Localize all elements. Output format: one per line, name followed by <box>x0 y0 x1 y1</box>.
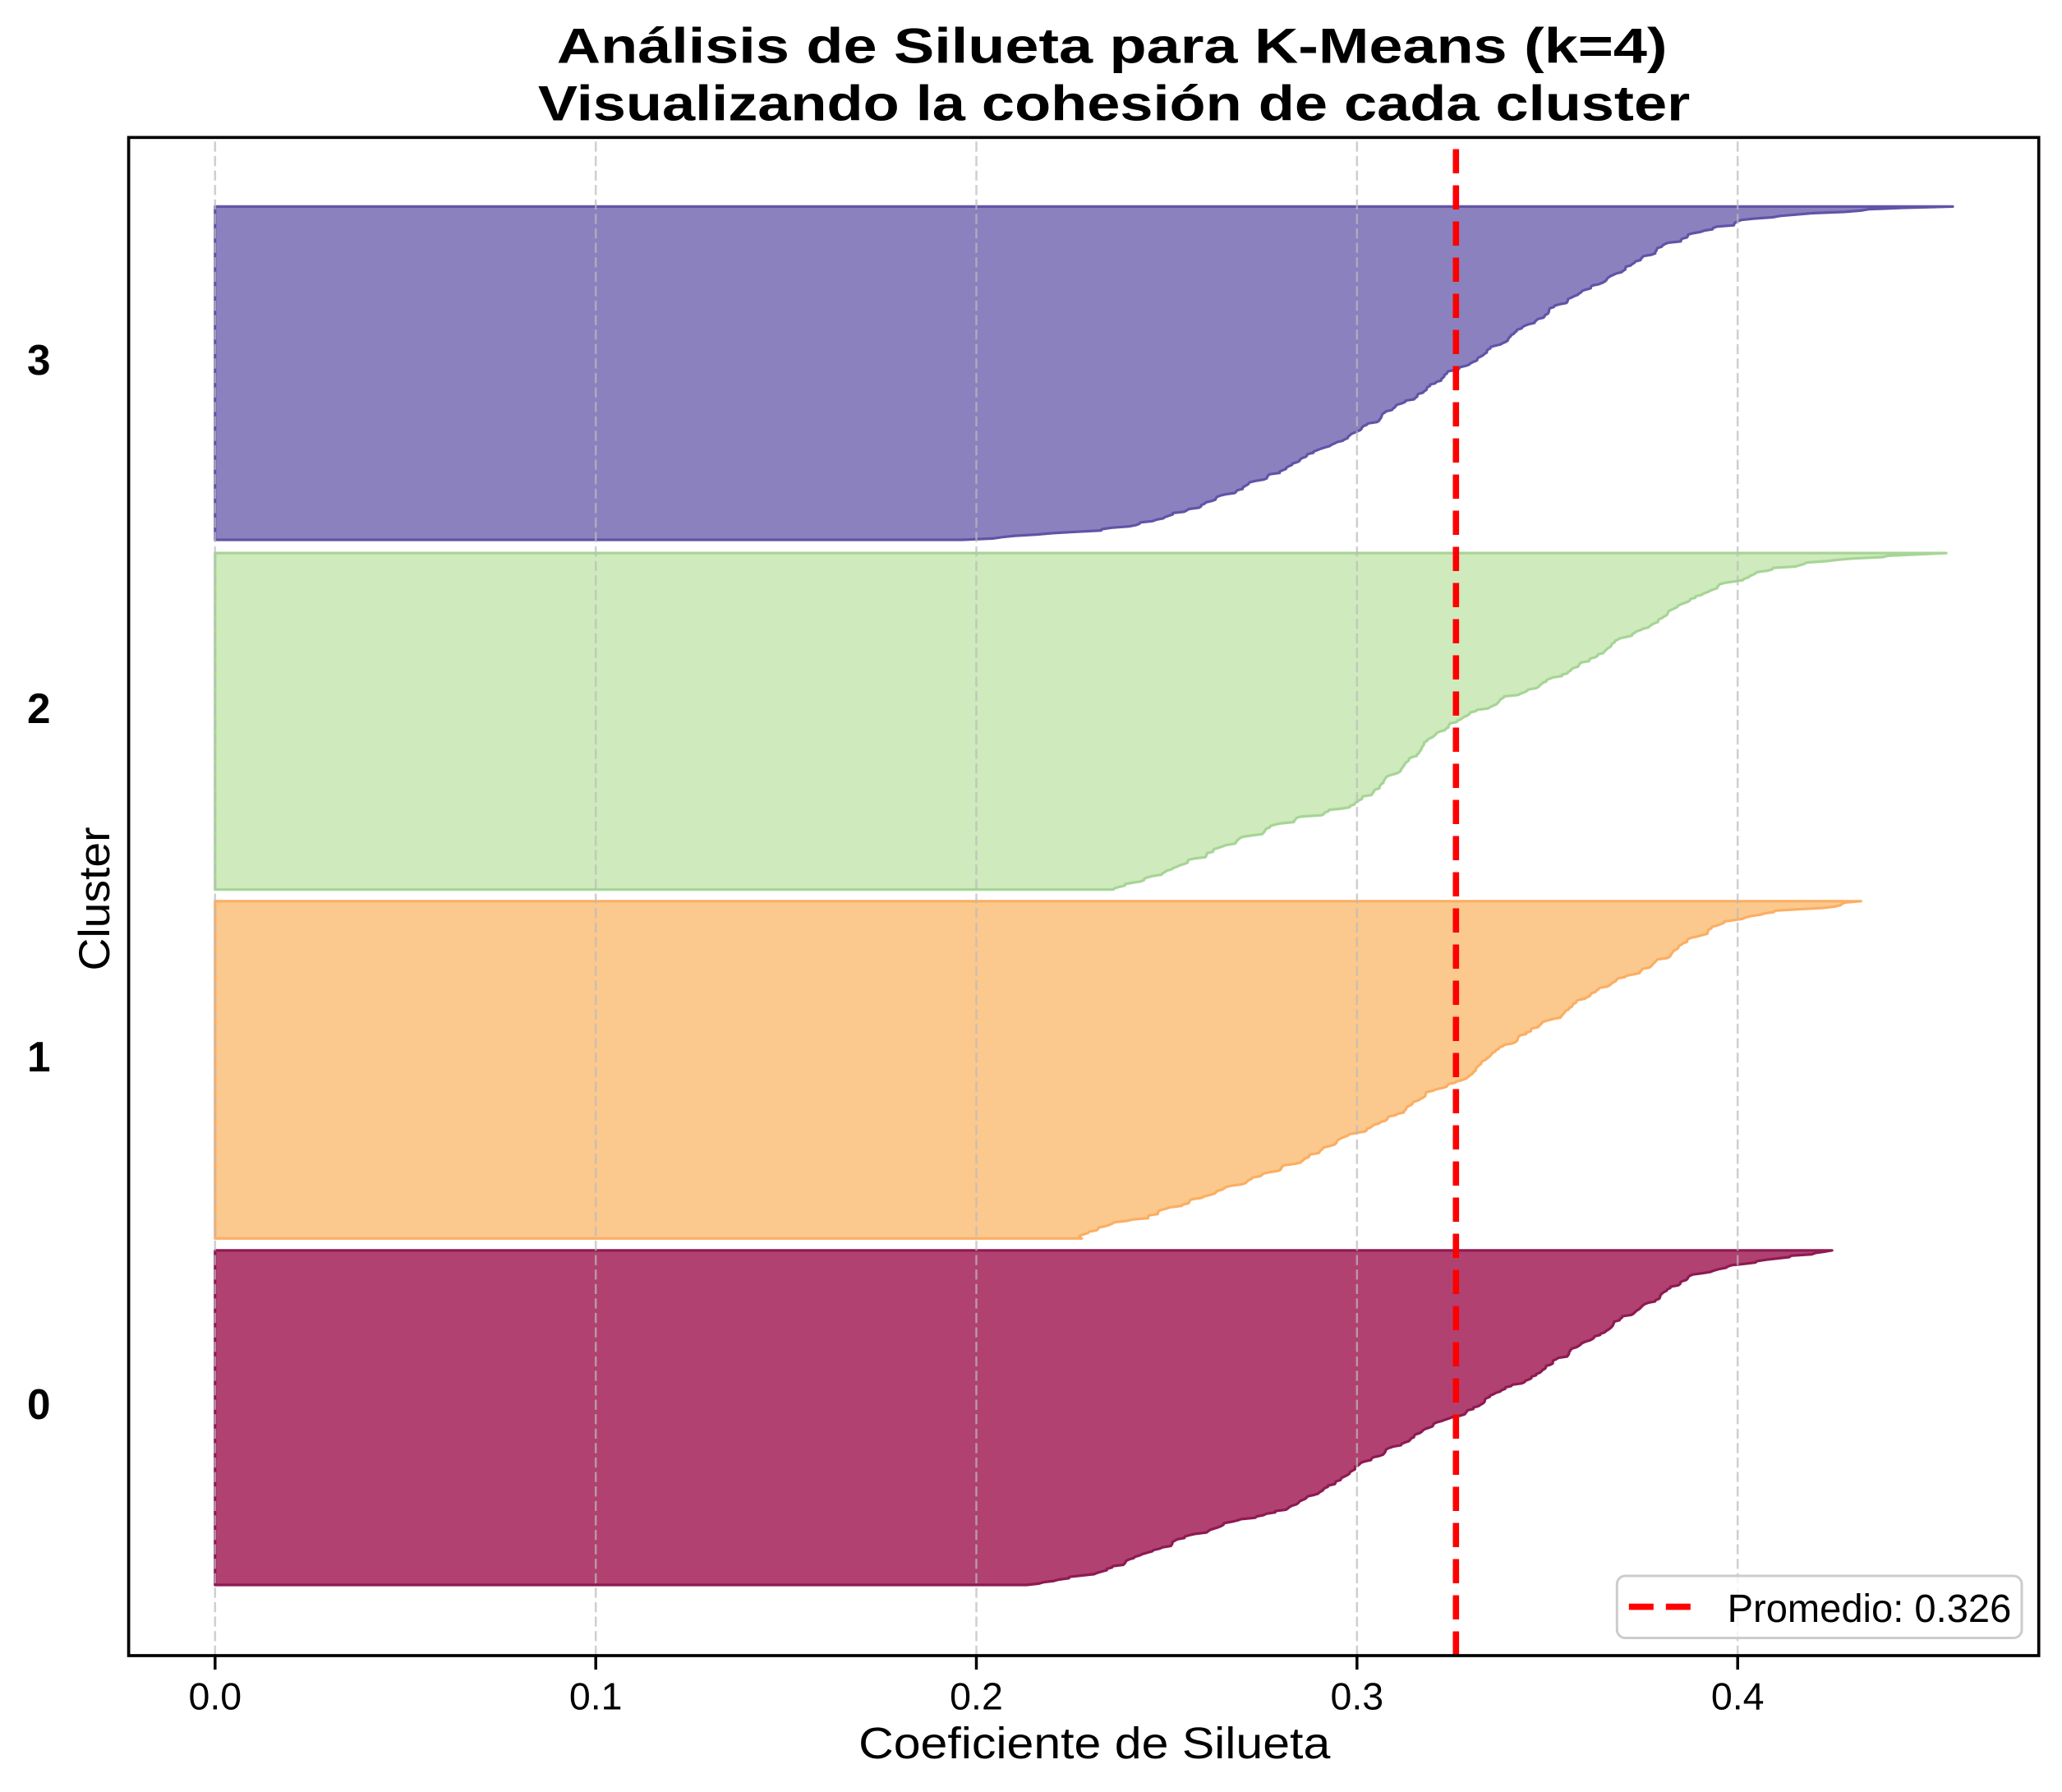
svg-text:0.2: 0.2 <box>950 1675 1003 1718</box>
svg-text:Promedio: 0.326: Promedio: 0.326 <box>1728 1587 2012 1631</box>
svg-text:Coeficiente de Silueta: Coeficiente de Silueta <box>858 1719 1330 1768</box>
svg-text:2: 2 <box>27 685 51 733</box>
svg-text:1: 1 <box>27 1034 51 1081</box>
svg-text:Cluster: Cluster <box>71 827 119 971</box>
svg-text:0: 0 <box>27 1381 51 1429</box>
svg-text:3: 3 <box>27 337 51 385</box>
svg-text:Visualizando la cohesión de ca: Visualizando la cohesión de cada cluster <box>538 76 1690 131</box>
svg-text:0.1: 0.1 <box>569 1675 623 1718</box>
svg-text:0.0: 0.0 <box>188 1675 242 1718</box>
svg-text:Análisis de Silueta para K-Mea: Análisis de Silueta para K-Means (k=4) <box>557 19 1668 74</box>
svg-text:0.3: 0.3 <box>1330 1675 1383 1718</box>
svg-text:0.4: 0.4 <box>1711 1675 1765 1718</box>
